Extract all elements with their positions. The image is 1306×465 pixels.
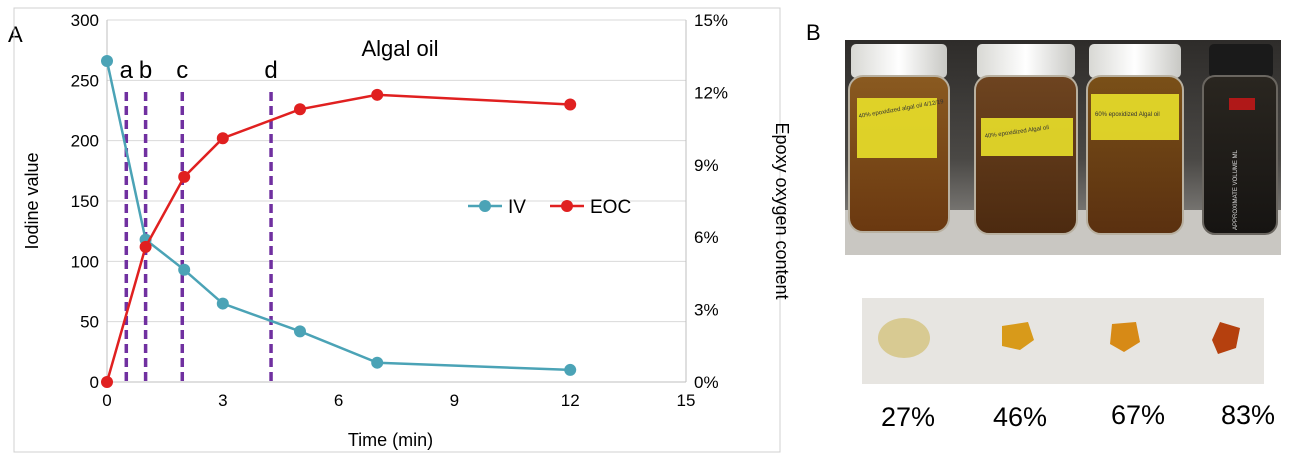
y-right-tick-label-3: 9% [694, 156, 719, 175]
series-point-iv-6 [564, 363, 577, 376]
x-axis-title: Time (min) [348, 430, 433, 450]
series-point-eoc-5 [371, 88, 384, 101]
y-right-tick-label-1: 3% [694, 301, 719, 320]
x-tick-label-4: 12 [561, 391, 580, 410]
series-line-eoc [105, 93, 571, 383]
sample-1 [878, 318, 930, 358]
series-point-eoc-6 [564, 98, 577, 111]
x-tick-label-5: 15 [677, 391, 696, 410]
percent-label-4: 83% [1220, 400, 1276, 430]
legend-label-eoc: EOC [590, 197, 631, 218]
marker-label-d: d [264, 57, 277, 84]
jar-3 [1086, 44, 1184, 235]
legend-marker-eoc [561, 200, 573, 212]
jar-label-3: 60% epoxidized Algal oil [1095, 112, 1160, 118]
series-point-iv-5 [371, 356, 384, 369]
y-left-tick-label-1: 50 [80, 313, 99, 332]
percent-label-2: 46% [992, 402, 1048, 432]
jar-2 [974, 44, 1078, 235]
y-right-tick-label-4: 12% [694, 83, 728, 102]
sample-3 [1110, 322, 1140, 352]
y-left-tick-label-6: 300 [71, 11, 99, 30]
marker-label-b: b [139, 57, 152, 84]
series-point-eoc-0 [101, 376, 113, 388]
series-point-eoc-3 [216, 132, 229, 145]
panel-b-label: B [806, 20, 821, 45]
series-point-eoc-4 [294, 103, 306, 116]
sample-2 [1002, 322, 1034, 350]
y-left-tick-label-0: 0 [90, 373, 99, 392]
y-left-tick-label-3: 150 [71, 192, 99, 211]
jar-4 [1202, 44, 1278, 235]
y-left-tick-label-5: 250 [71, 71, 99, 90]
chart-title: Algal oil [361, 36, 438, 61]
sample-4 [1212, 322, 1240, 354]
series-point-iv-3 [216, 297, 229, 310]
jars-photo: 40% epoxidized algal oil 4/12/19 40% epo… [845, 40, 1281, 255]
series-point-iv-0 [101, 55, 113, 68]
y-right-axis-title: Epoxy oxygen content [772, 122, 790, 299]
x-tick-label-0: 0 [102, 391, 111, 410]
y-left-tick-label-4: 200 [71, 132, 99, 151]
y-left-tick-label-2: 100 [71, 252, 99, 271]
iodine-epoxy-chart: 0 3 6 9 12 150501001502002503000%3%6%9%12%15%… [13, 7, 790, 453]
x-tick-label-2: 6 [334, 391, 343, 410]
y-right-tick-label-5: 15% [694, 11, 728, 30]
series-point-iv-4 [294, 325, 306, 338]
x-tick-label-1: 3 [218, 391, 227, 410]
x-tick-label-3: 9 [450, 391, 459, 410]
jar-label-4: APPROXIMATE VOLUME ML [1233, 149, 1239, 230]
marker-label-c: c [176, 57, 188, 84]
percent-label-1: 27% [880, 402, 936, 432]
marker-label-a: a [120, 57, 134, 84]
y-right-tick-label-2: 6% [694, 228, 719, 247]
jar-1 [848, 44, 950, 233]
chart-frame [13, 7, 781, 453]
y-right-tick-label-0: 0% [694, 373, 719, 392]
series-point-eoc-1 [139, 240, 152, 253]
percent-label-3: 67% [1110, 400, 1166, 430]
legend-marker-iv [479, 200, 491, 212]
legend-label-iv: IV [508, 197, 526, 218]
series-point-eoc-2 [178, 170, 191, 183]
panel-a-label: A [8, 22, 23, 47]
samples-photo [862, 298, 1264, 384]
y-left-axis-title: Iodine value [22, 152, 42, 249]
series-point-iv-2 [178, 263, 191, 276]
series-line-iv [105, 60, 571, 372]
